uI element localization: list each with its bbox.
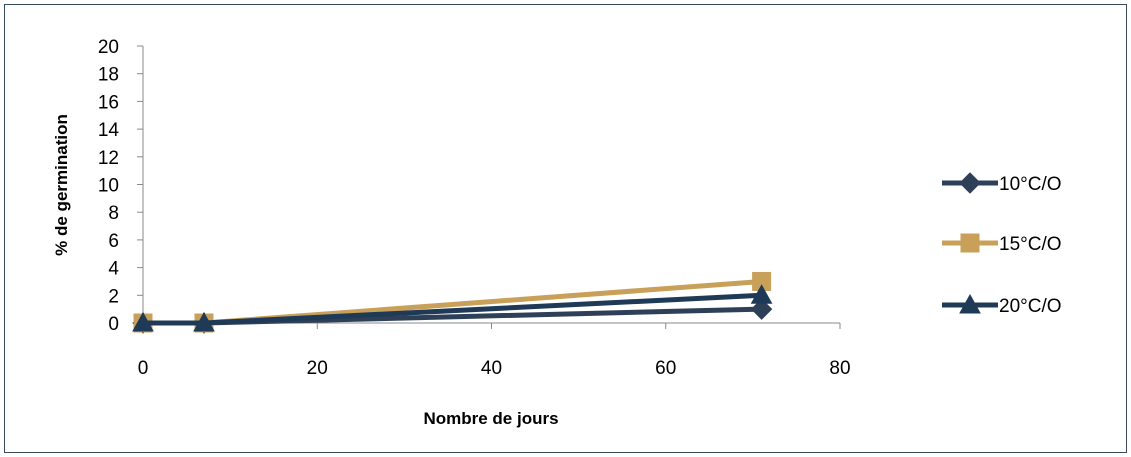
- data-point: [193, 311, 215, 332]
- chart-frame: [4, 4, 1127, 453]
- y-tick-label: 16: [98, 92, 119, 113]
- x-axis-ticks: 0 20 40 60 80: [138, 323, 851, 379]
- legend-marker: [960, 233, 980, 253]
- series-layer: [132, 271, 773, 334]
- x-axis-title: Nombre de jours: [423, 409, 558, 428]
- y-tick-label: 12: [98, 148, 119, 169]
- y-tick-label: 6: [108, 231, 119, 252]
- x-tick-label: 20: [307, 358, 328, 379]
- x-tick-label: 0: [138, 358, 149, 379]
- y-tick-label: 2: [108, 286, 119, 307]
- x-tick-label: 60: [655, 358, 676, 379]
- legend-entry: 10°C/O: [942, 172, 1062, 195]
- data-point: [750, 298, 773, 320]
- series-2: [132, 284, 773, 332]
- y-axis-title: % de germination: [52, 114, 71, 256]
- legend-entry: 20°C/O: [942, 293, 1062, 317]
- legend-marker: [959, 293, 981, 314]
- legend-entry: 15°C/O: [942, 233, 1062, 255]
- data-point: [750, 284, 773, 304]
- legend-label: 15°C/O: [999, 234, 1062, 255]
- x-tick-label: 40: [481, 358, 502, 379]
- y-tick-label: 10: [98, 176, 119, 197]
- y-tick-label: 20: [98, 37, 119, 58]
- y-tick-label: 8: [108, 203, 119, 224]
- y-axis-ticks: 0 2 4 6 8 10 12 14 16 18 20: [98, 37, 143, 335]
- y-tick-label: 18: [98, 65, 119, 86]
- legend-label: 20°C/O: [999, 296, 1062, 317]
- legend: 10°C/O 15°C/O 20°C/O: [942, 172, 1062, 317]
- y-tick-label: 4: [108, 259, 119, 280]
- y-tick-label: 0: [108, 314, 119, 335]
- x-tick-label: 80: [829, 358, 850, 379]
- legend-label: 10°C/O: [999, 174, 1062, 195]
- legend-marker: [959, 172, 981, 194]
- data-point: [132, 311, 154, 332]
- y-tick-label: 14: [98, 120, 120, 141]
